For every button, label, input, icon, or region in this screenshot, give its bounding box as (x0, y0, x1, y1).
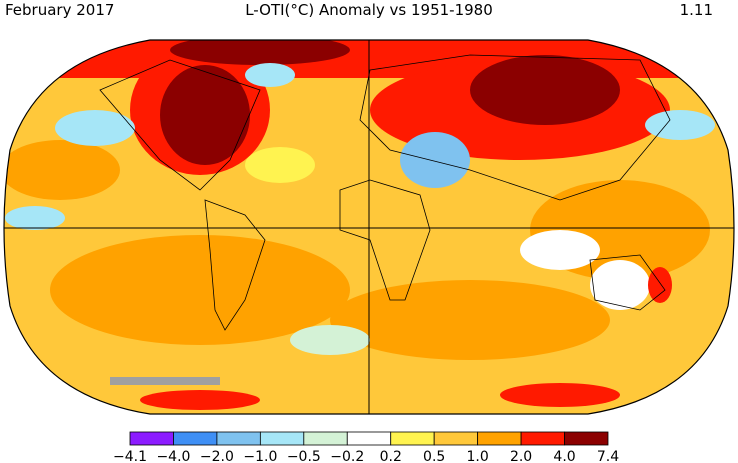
legend-swatch (520, 431, 565, 446)
map-border (3, 39, 735, 415)
global-mean: 1.11 (680, 1, 713, 19)
legend-swatch (216, 431, 261, 446)
legend-label: −4.1 (113, 449, 147, 463)
legend-label: 4.0 (553, 449, 575, 463)
legend-swatch (433, 431, 479, 446)
legend-label: 7.4 (597, 449, 619, 463)
legend-label: −2.0 (200, 449, 234, 463)
legend-label: 0.5 (423, 449, 445, 463)
legend-swatch (129, 431, 174, 446)
legend-label: −0.2 (330, 449, 364, 463)
legend-swatch (303, 431, 348, 446)
date-label: February 2017 (5, 1, 114, 19)
color-legend: −4.1 −4.0 −2.0 −1.0 −0.5 −0.2 0.2 0.5 1.0 2.0 4.0 7… (113, 431, 619, 463)
legend-label: −4.0 (156, 449, 190, 463)
legend-label: 0.2 (380, 449, 402, 463)
legend-swatch (564, 431, 609, 446)
map-title: L-OTI(°C) Anomaly vs 1951-1980 (245, 1, 493, 19)
legend-swatch (346, 431, 392, 446)
legend-label: 2.0 (510, 449, 532, 463)
legend-swatch (259, 431, 305, 446)
legend-swatch (477, 431, 522, 446)
legend-label: −0.5 (287, 449, 321, 463)
anomaly-map (4, 40, 734, 414)
legend-swatch (173, 431, 218, 446)
legend-swatch (390, 431, 435, 446)
legend-label: 1.0 (467, 449, 489, 463)
legend-label: −1.0 (243, 449, 277, 463)
